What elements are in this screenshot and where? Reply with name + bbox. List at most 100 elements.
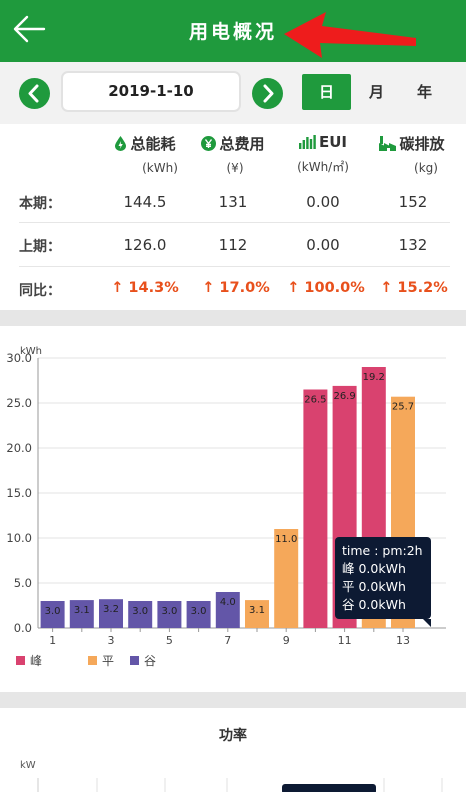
period-tab-year[interactable]: 年 (416, 83, 432, 101)
legend-label: 峰 (30, 654, 42, 668)
legend-swatch (130, 656, 139, 665)
tooltip-pointer (423, 619, 431, 627)
row-label-previous: 上期： (19, 239, 61, 255)
bar-data-label: 11.0 (275, 534, 297, 545)
column-header-eui: EUI (kWh/㎡) (273, 133, 373, 175)
energy-drop-icon (115, 136, 127, 151)
x-tick-label: 3 (108, 634, 115, 647)
row-divider (19, 266, 450, 267)
legend-label: 平 (102, 654, 114, 668)
date-selector-bar: 2019-1-10 日 月 年 (0, 62, 466, 124)
column-header-carbon: 碳排放 (kg) (362, 133, 462, 175)
previous-energy-value: 126.0 (123, 236, 167, 254)
period-tab-month[interactable]: 月 (368, 83, 384, 101)
tooltip-line: 谷 0.0kWh (342, 597, 406, 612)
current-carbon-value: 152 (398, 193, 428, 211)
column-unit: (kWh) (142, 161, 178, 175)
previous-carbon-value: 132 (398, 236, 428, 254)
y-tick-label: 15.0 (6, 486, 32, 500)
bar-data-label: 3.0 (132, 606, 148, 617)
bar-segment (215, 592, 240, 628)
page-title: 用电概况 (188, 21, 277, 43)
tooltip-line: 平 0.0kWh (342, 579, 406, 594)
bar-data-label: 3.2 (103, 604, 119, 615)
column-unit: (kWh/㎡) (297, 160, 349, 174)
bar-data-label: 26.9 (333, 391, 355, 402)
yoy-eui-value: ↑ 100.0% (287, 280, 365, 296)
bar-data-label: 3.1 (74, 605, 90, 616)
current-eui-value: 0.00 (306, 193, 340, 211)
row-label-current: 本期： (19, 196, 61, 212)
power-chart-title: 功率 (219, 728, 247, 744)
row-label-yoy: 同比： (19, 283, 61, 299)
x-tick-label: 9 (283, 634, 290, 647)
column-header-cost: 总费用 (¥) (183, 133, 283, 175)
bar-segment (69, 600, 94, 628)
bar-data-label: 4.0 (220, 597, 236, 608)
legend-swatch (88, 656, 97, 665)
column-header-energy: 总能耗 (kWh) (95, 133, 195, 175)
chevron-left-icon (28, 84, 39, 103)
column-unit: (kg) (414, 161, 438, 175)
app-header: 用电概况 (0, 0, 466, 62)
y-tick-label: 20.0 (6, 441, 32, 455)
bar-segment (303, 389, 328, 628)
x-tick-label: 11 (338, 634, 352, 647)
yoy-cost-value: ↑ 17.0% (202, 280, 270, 296)
x-tick-label: 7 (224, 634, 231, 647)
chevron-right-icon (263, 84, 274, 103)
current-energy-value: 144.5 (123, 193, 167, 211)
y-tick-label: 25.0 (6, 396, 32, 410)
arrow-left-icon[interactable] (12, 14, 46, 44)
bar-data-label: 3.0 (191, 606, 207, 617)
energy-stats-table: 总能耗 (kWh) 总费用 (¥) EUI (kWh/㎡) (0, 124, 466, 310)
bar-segment (128, 601, 153, 628)
yoy-carbon-value: ↑ 15.2% (380, 280, 448, 296)
period-tab-day[interactable]: 日 (302, 74, 351, 110)
bar-data-label: 25.7 (392, 402, 414, 413)
bar-data-label: 3.1 (249, 605, 265, 616)
bar-chart-icon (298, 135, 316, 149)
red-annotation-arrow-icon (284, 12, 416, 58)
legend-label: 谷 (144, 654, 156, 668)
y-tick-label: 10.0 (6, 531, 32, 545)
bar-data-label: 3.0 (161, 606, 177, 617)
bar-segment (40, 601, 65, 628)
y-axis-unit-label: kWh (20, 346, 42, 357)
y-tick-label: 30.0 (6, 351, 32, 365)
bar-segment (245, 600, 269, 628)
yen-coin-icon (201, 136, 217, 151)
date-display[interactable]: 2019-1-10 (61, 71, 241, 112)
column-name: EUI (318, 133, 347, 151)
bar-data-label: 3.0 (45, 606, 61, 617)
tooltip-line: 峰 0.0kWh (342, 561, 406, 576)
next-date-button[interactable] (252, 78, 283, 109)
energy-chart-card: 0.0 5.0 10.0 15.0 20.0 25.0 30.0 kWh 1 3 5 7 9 11 13 3.… (0, 326, 466, 692)
power-chart-grid (37, 778, 443, 792)
power-axis-unit: kW (20, 760, 36, 771)
legend-swatch (16, 656, 25, 665)
bar-segment (361, 367, 386, 540)
bar-segment (186, 601, 211, 628)
bar-segment (157, 601, 182, 628)
x-tick-label: 13 (396, 634, 410, 647)
power-chart-card: 功率 kW (0, 708, 466, 792)
y-tick-label: 5.0 (14, 576, 32, 590)
bar-data-label: 26.5 (304, 395, 326, 406)
yoy-energy-value: ↑ 14.3% (111, 280, 179, 296)
factory-icon (379, 136, 397, 151)
y-tick-label: 0.0 (14, 621, 32, 635)
column-name: 总费用 (219, 135, 265, 153)
row-divider (19, 222, 450, 223)
chart-tooltip (335, 537, 431, 619)
previous-eui-value: 0.00 (306, 236, 340, 254)
x-tick-label: 5 (166, 634, 173, 647)
previous-cost-value: 112 (218, 236, 248, 254)
bar-data-label: 19.2 (363, 372, 385, 383)
previous-date-button[interactable] (19, 78, 50, 109)
bar-segment (99, 599, 123, 628)
column-name: 总能耗 (130, 135, 176, 153)
tooltip-line: time : pm:2h (342, 543, 423, 558)
column-unit: (¥) (226, 161, 244, 175)
